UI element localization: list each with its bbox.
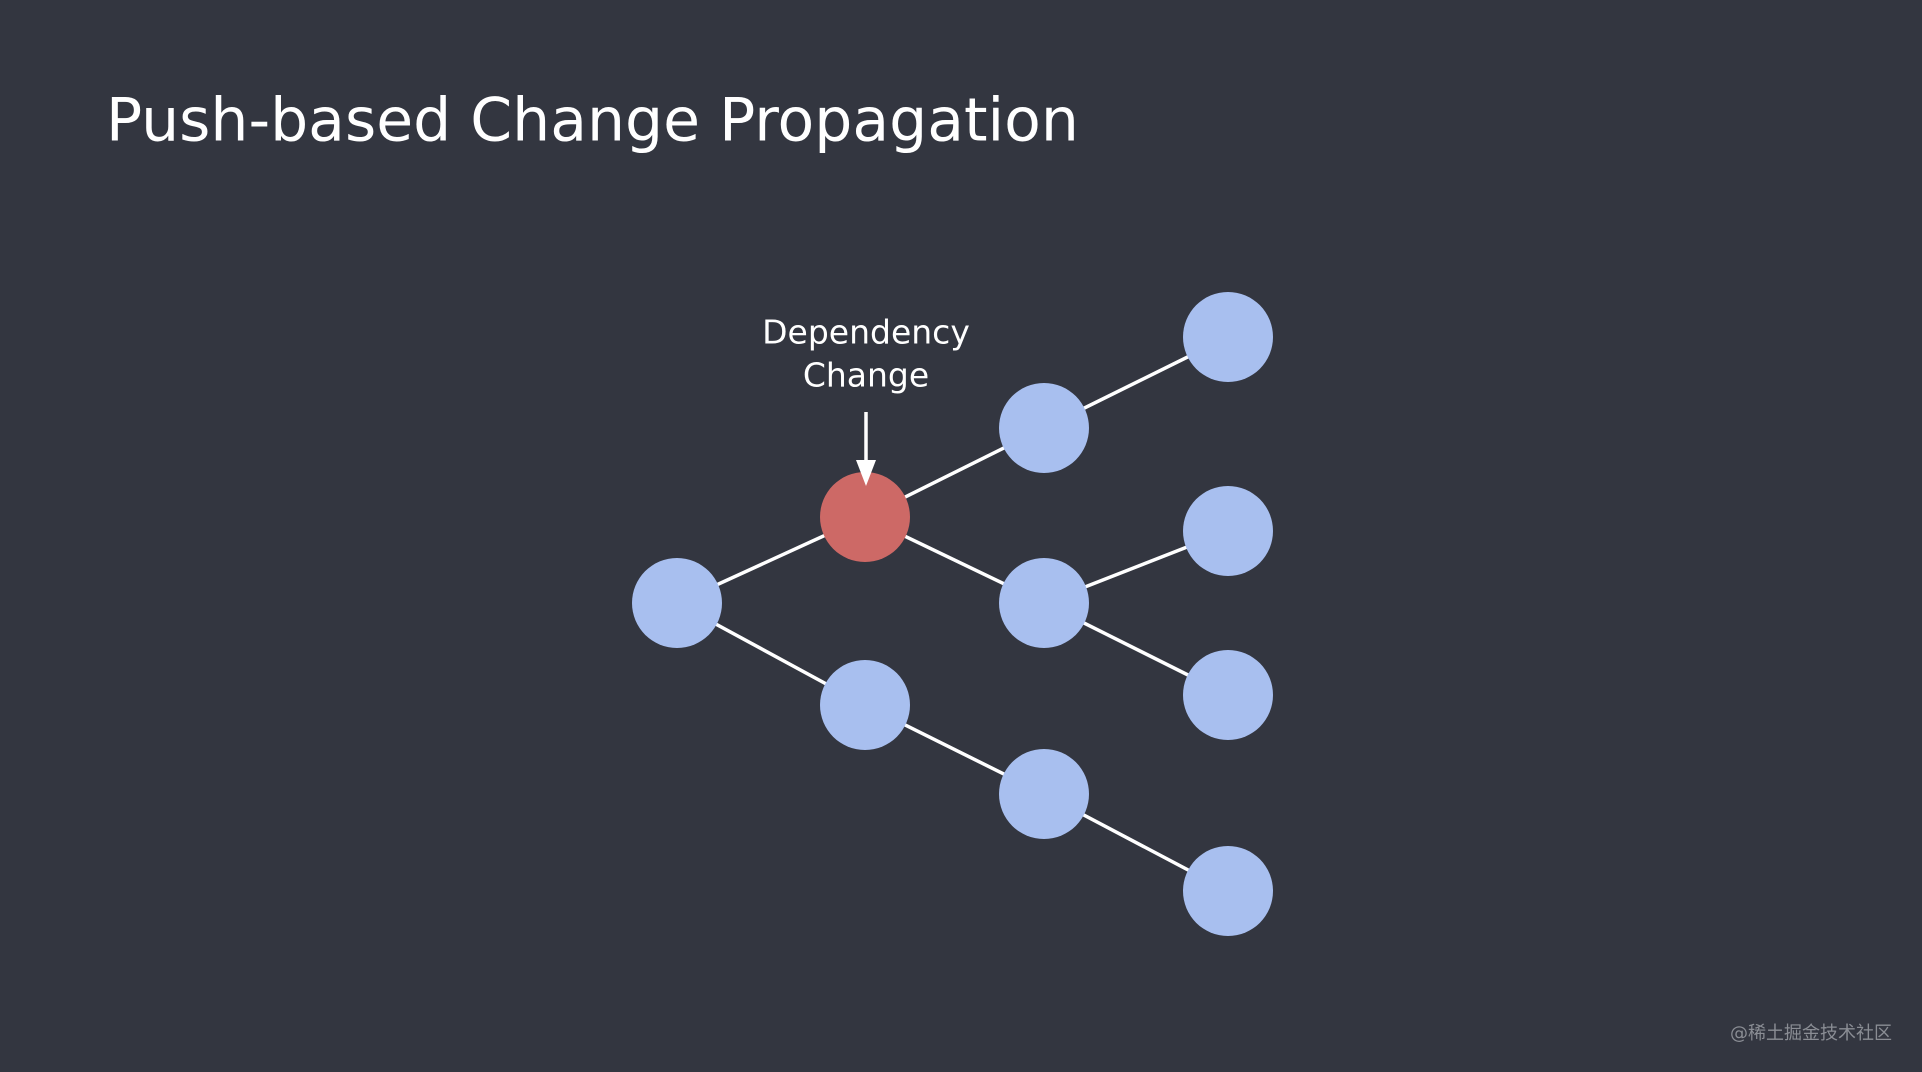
node: [820, 660, 910, 750]
watermark: @稀土掘金技术社区: [1730, 1023, 1892, 1044]
annotation-line: Dependency: [762, 313, 970, 352]
node: [1183, 486, 1273, 576]
slide-title: Push-based Change Propagation: [106, 86, 1079, 156]
arrow-head: [856, 460, 876, 486]
node: [1183, 650, 1273, 740]
node: [1183, 846, 1273, 936]
node: [1183, 292, 1273, 382]
changed-node: [820, 472, 910, 562]
node: [632, 558, 722, 648]
node: [999, 383, 1089, 473]
node: [999, 558, 1089, 648]
annotation-line: Change: [803, 356, 929, 395]
node: [999, 749, 1089, 839]
nodes: [632, 292, 1273, 936]
